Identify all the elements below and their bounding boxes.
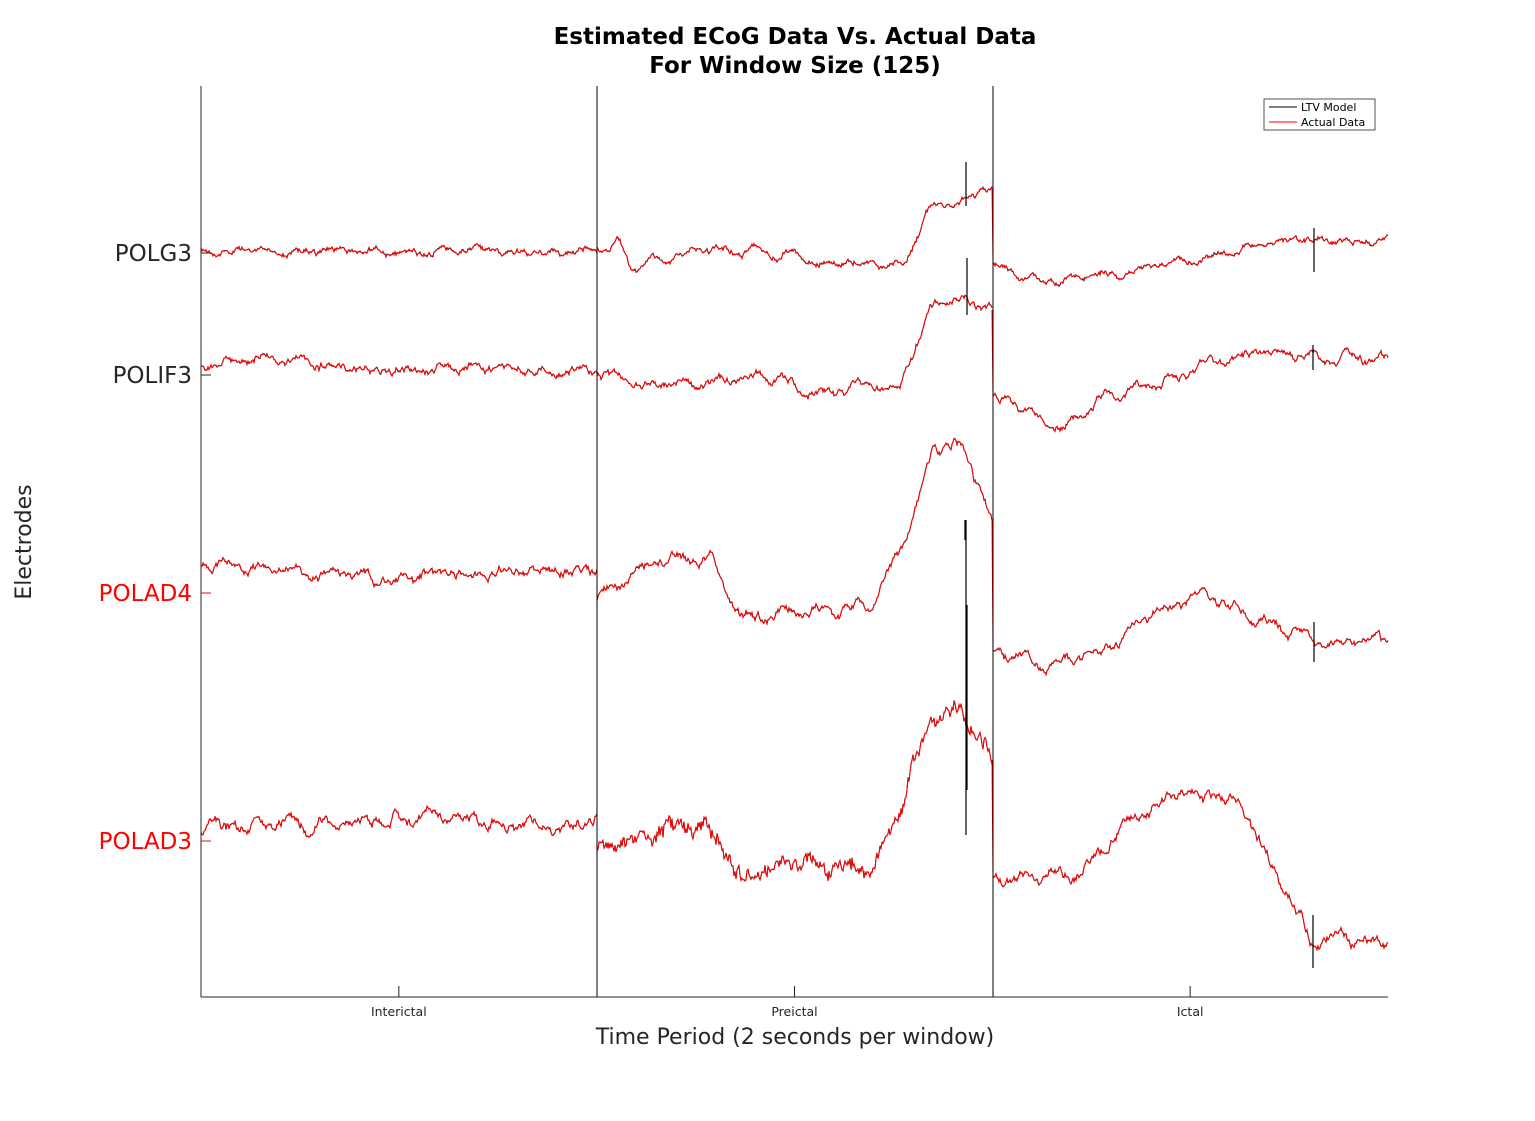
actual-data-trace-polg3 bbox=[200, 243, 598, 259]
legend-box bbox=[1263, 98, 1376, 131]
actual-data-trace-polad4 bbox=[596, 437, 993, 626]
y-ticks: POLG3 POLIF3 POLAD4 POLAD3 bbox=[99, 241, 211, 855]
electrode-label-polg3: POLG3 bbox=[115, 241, 192, 267]
ltv-model-trace-polad3 bbox=[596, 700, 993, 882]
traces bbox=[200, 162, 1389, 968]
legend-label-ltv: LTV Model bbox=[1301, 101, 1356, 114]
actual-data-trace-polif3 bbox=[200, 353, 598, 379]
x-axis-label: Time Period (2 seconds per window) bbox=[595, 1025, 995, 1050]
electrode-label-polif3: POLIF3 bbox=[113, 363, 192, 389]
actual-data-trace-polg3 bbox=[992, 234, 1389, 287]
ltv-model-trace-polg3 bbox=[596, 185, 993, 273]
electrode-label-polad3: POLAD3 bbox=[99, 829, 192, 855]
legend-label-actual: Actual Data bbox=[1301, 116, 1365, 129]
ltv-model-trace-polad3 bbox=[992, 788, 1389, 951]
legend: LTV Model Actual Data bbox=[1263, 98, 1376, 131]
actual-data-trace-polad4 bbox=[992, 586, 1389, 677]
chart-subtitle: For Window Size (125) bbox=[649, 53, 941, 79]
ltv-model-trace-polif3 bbox=[992, 347, 1389, 433]
chart-title: Estimated ECoG Data Vs. Actual Data bbox=[554, 24, 1037, 50]
ltv-model-trace-polad4 bbox=[200, 556, 598, 589]
actual-data-trace-polad4 bbox=[200, 557, 598, 588]
x-tick-label-preictal: Preictal bbox=[771, 1004, 817, 1019]
x-tick-label-ictal: Ictal bbox=[1177, 1004, 1204, 1019]
electrode-label-polad4: POLAD4 bbox=[99, 581, 192, 607]
actual-data-trace-polad3 bbox=[200, 805, 598, 838]
y-axis-label: Electrodes bbox=[12, 484, 37, 599]
ltv-model-trace-polg3 bbox=[200, 243, 598, 260]
actual-data-trace-polad3 bbox=[596, 701, 993, 882]
x-ticks: Interictal Preictal Ictal bbox=[371, 986, 1203, 1019]
actual-data-trace-polif3 bbox=[992, 347, 1389, 433]
ltv-model-trace-polif3 bbox=[596, 294, 993, 400]
ltv-model-trace-polad4 bbox=[992, 587, 1389, 677]
actual-data-trace-polif3 bbox=[596, 294, 993, 401]
actual-data-trace-polad3 bbox=[992, 787, 1389, 952]
x-tick-label-interictal: Interictal bbox=[371, 1004, 427, 1019]
ltv-model-trace-polad4 bbox=[596, 438, 993, 626]
actual-data-trace-polg3 bbox=[596, 186, 993, 273]
